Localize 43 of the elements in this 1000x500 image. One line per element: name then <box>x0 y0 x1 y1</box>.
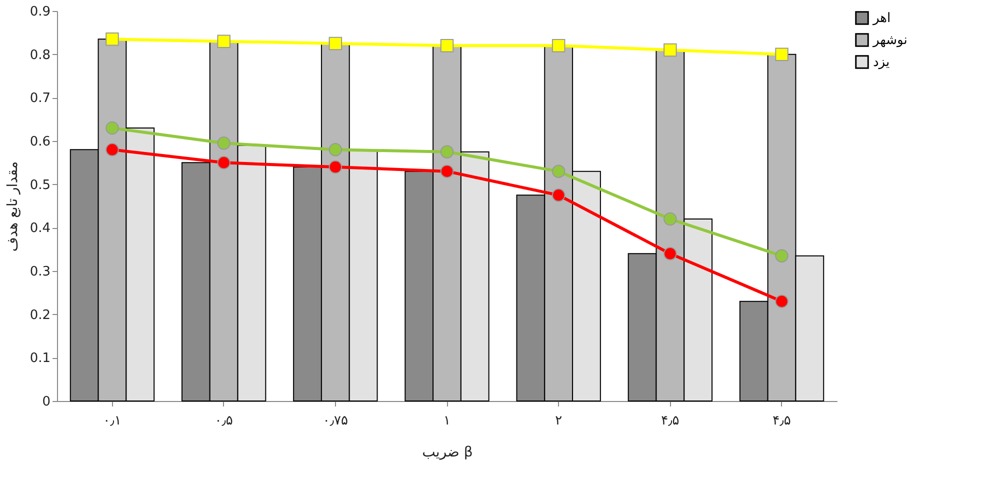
y-tick-label: 0 <box>42 394 50 410</box>
legend-label: یزد <box>873 55 890 70</box>
legend-label: نوشهر <box>872 33 908 48</box>
y-tick-label: 0.3 <box>30 264 50 280</box>
point <box>664 247 677 260</box>
point <box>328 143 342 156</box>
point <box>328 160 342 174</box>
x-tick-label: ۰٫۵ <box>214 414 233 428</box>
x-tick-label: ۰٫۱ <box>103 414 122 428</box>
point <box>775 294 788 308</box>
x-tick-label: ۱ <box>444 414 450 428</box>
point <box>217 136 230 150</box>
point <box>664 43 677 57</box>
y-tick-label: 0.9 <box>30 4 50 20</box>
y-tick-label: 0.6 <box>30 134 50 150</box>
point <box>664 212 677 226</box>
x-tick-label: ۴٫۵ <box>661 414 680 428</box>
point <box>106 121 119 135</box>
point <box>106 32 119 46</box>
y-tick-label: 0.2 <box>30 308 50 323</box>
x-tick-label: ۴٫۵ <box>772 414 791 428</box>
point <box>775 48 788 61</box>
point <box>106 143 119 156</box>
point <box>217 156 230 170</box>
point <box>440 39 454 52</box>
y-tick-label: 0.7 <box>30 91 50 106</box>
point <box>552 188 566 202</box>
y-tick-label: 0.5 <box>30 178 50 193</box>
point <box>440 145 454 158</box>
point <box>552 39 566 52</box>
y-axis-title: مقدار تابع هدف <box>4 161 21 252</box>
y-tick-label: 0.1 <box>30 351 50 366</box>
x-tick-label: ۰٫۷۵ <box>322 414 348 428</box>
y-tick-label: 0.8 <box>30 48 50 63</box>
x-tick-label: ۲ <box>555 414 562 428</box>
point <box>328 36 342 50</box>
x-axis-title: ضریب β <box>422 444 473 460</box>
y-tick-label: 0.4 <box>30 221 50 236</box>
point <box>440 164 454 178</box>
point <box>217 34 230 48</box>
legend-label: اهر <box>872 11 891 26</box>
point <box>552 164 566 178</box>
point <box>775 249 788 262</box>
